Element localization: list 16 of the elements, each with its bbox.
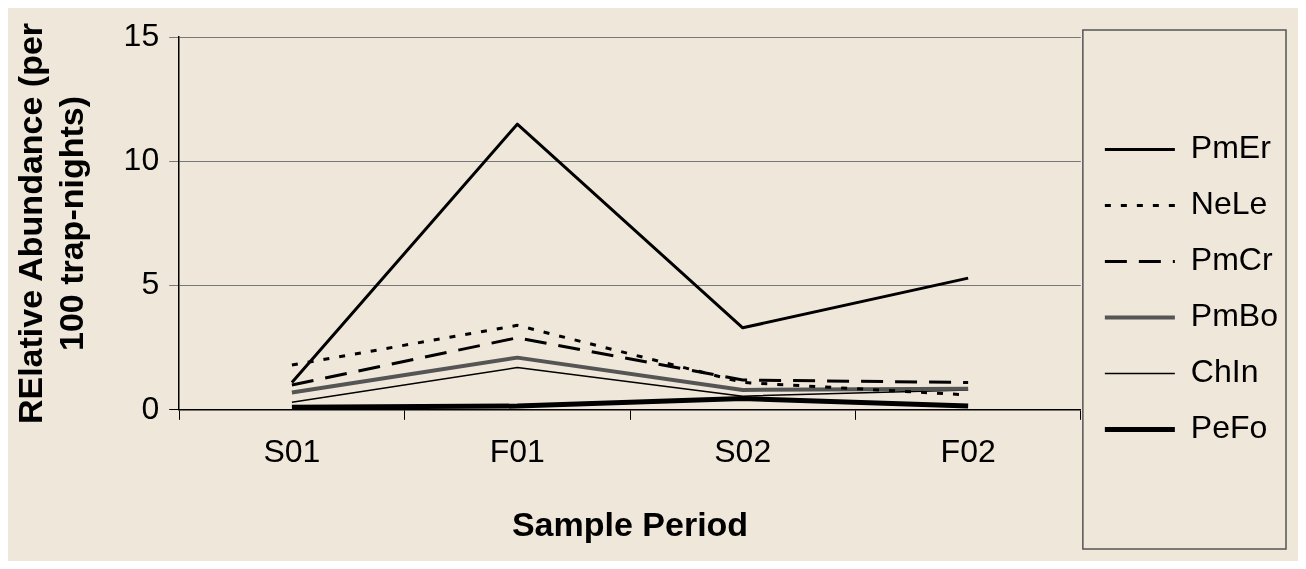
legend-label: NeLe [1190,185,1268,222]
y-tick-label: 10 [123,141,160,178]
x-axis-title: Sample Period [511,504,749,543]
legend-label: PeFo [1190,409,1268,446]
legend-label: PmEr [1190,129,1272,166]
y-tick-label: 0 [141,389,160,426]
legend-label: ChIn [1190,353,1259,390]
legend-label: PmBo [1190,297,1278,334]
x-tick-label: F01 [489,432,545,469]
y-tick-label: 5 [141,265,160,302]
legend-label: PmCr [1190,241,1273,278]
y-axis-title: RElative Abundance (per 100 trap-nights) [10,22,90,425]
y-tick-label: 15 [123,17,160,54]
x-tick-label: F02 [940,432,996,469]
x-tick-label: S02 [714,432,772,469]
x-tick-label: S01 [263,432,321,469]
